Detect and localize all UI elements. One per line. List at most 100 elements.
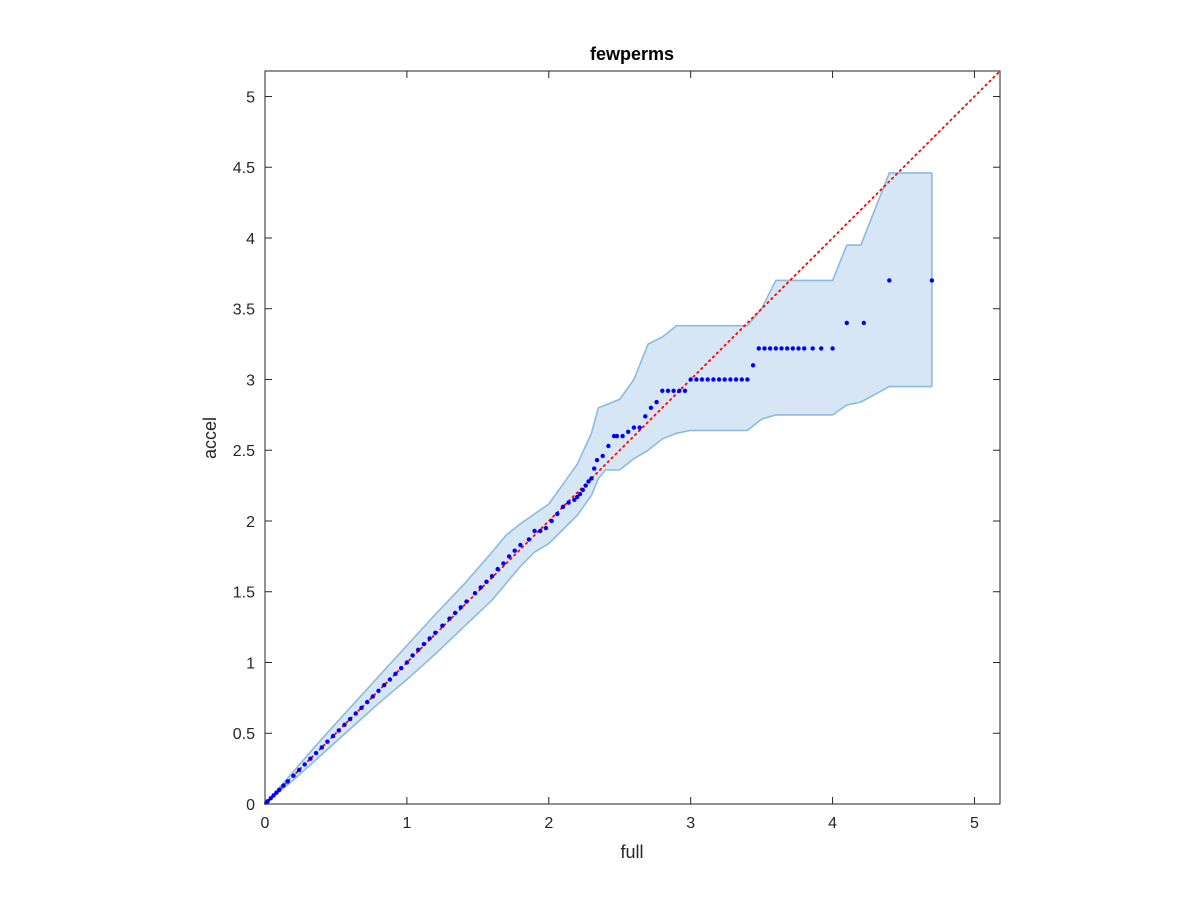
data-point — [733, 377, 739, 382]
data-point — [790, 346, 795, 351]
data-point — [577, 491, 583, 497]
data-points — [264, 278, 935, 805]
data-point — [532, 528, 537, 534]
data-point — [458, 605, 463, 610]
data-point — [637, 425, 642, 430]
data-point — [583, 483, 588, 488]
x-tick-label: 2 — [544, 815, 553, 832]
y-axis-ticks: 0 0.5 1 1.5 2 2.5 3 3.5 4 4.5 5 — [233, 89, 1000, 814]
data-point — [929, 278, 935, 283]
reference-line — [264, 70, 1001, 805]
data-point — [682, 388, 688, 393]
data-point — [699, 377, 705, 382]
data-point — [271, 793, 276, 798]
data-point — [677, 388, 682, 393]
data-point — [336, 728, 341, 733]
data-point — [518, 542, 523, 548]
data-point — [810, 346, 815, 351]
data-point — [566, 500, 571, 505]
data-point — [694, 377, 699, 382]
data-point — [495, 566, 500, 572]
data-point — [370, 694, 375, 699]
data-point — [416, 647, 421, 652]
data-point — [506, 554, 512, 559]
data-point — [285, 779, 290, 784]
data-point — [265, 799, 270, 804]
data-point — [819, 346, 824, 351]
data-point — [313, 750, 319, 756]
data-point — [274, 790, 279, 795]
x-tick-label: 5 — [970, 815, 979, 832]
band-fill — [265, 172, 932, 804]
data-point — [382, 682, 387, 688]
data-point — [404, 660, 410, 665]
data-point — [745, 377, 750, 382]
data-point — [291, 773, 296, 778]
data-point — [387, 677, 393, 682]
data-point — [887, 278, 892, 283]
data-point — [365, 699, 370, 705]
y-tick-label: 4 — [246, 231, 255, 248]
x-tick-label: 3 — [686, 815, 695, 832]
data-point — [410, 653, 415, 658]
data-point — [296, 767, 302, 773]
data-point — [308, 756, 313, 761]
data-point — [594, 457, 600, 463]
data-point — [549, 518, 554, 524]
band-upper-edge — [264, 172, 932, 805]
data-point — [572, 497, 577, 502]
data-point — [671, 388, 676, 393]
data-point — [281, 783, 286, 788]
data-point — [802, 346, 807, 351]
axes — [264, 70, 1001, 805]
data-point — [654, 399, 659, 405]
data-point — [319, 745, 324, 750]
data-point — [600, 453, 605, 459]
data-point — [489, 574, 495, 579]
data-point — [785, 346, 790, 351]
data-point — [620, 433, 625, 439]
data-point — [767, 346, 773, 351]
data-point — [688, 377, 693, 382]
chart-title: fewperms — [590, 44, 674, 64]
data-point — [830, 346, 835, 351]
data-point — [614, 433, 620, 439]
data-point — [606, 443, 611, 449]
data-point — [796, 346, 801, 351]
data-point — [512, 548, 517, 553]
data-point — [586, 479, 591, 484]
data-point — [421, 641, 427, 647]
data-point — [580, 487, 585, 493]
data-point — [376, 688, 381, 693]
data-point — [433, 630, 438, 635]
data-point — [660, 388, 665, 393]
data-point — [302, 762, 307, 767]
data-point — [393, 671, 398, 676]
y-axis-title: accel — [200, 417, 220, 459]
data-point — [750, 363, 756, 368]
data-point — [526, 537, 532, 542]
data-point — [762, 346, 767, 351]
data-point — [440, 623, 445, 628]
data-point — [648, 405, 654, 410]
data-point — [711, 377, 716, 382]
plot-box — [264, 70, 1001, 805]
data-point — [631, 425, 637, 430]
data-point — [555, 511, 560, 517]
data-point — [728, 377, 733, 382]
data-point — [592, 466, 597, 471]
data-point — [359, 705, 364, 710]
data-point — [399, 666, 404, 671]
x-tick-label: 0 — [261, 815, 270, 832]
data-point — [575, 494, 580, 500]
data-point — [722, 377, 727, 382]
data-point — [773, 346, 778, 351]
data-point — [779, 346, 784, 351]
data-point — [739, 377, 744, 382]
data-point — [501, 561, 506, 566]
data-point — [756, 346, 761, 351]
x-tick-label: 1 — [402, 815, 411, 832]
confidence-band — [264, 172, 933, 805]
y-tick-label: 1.5 — [233, 585, 255, 602]
